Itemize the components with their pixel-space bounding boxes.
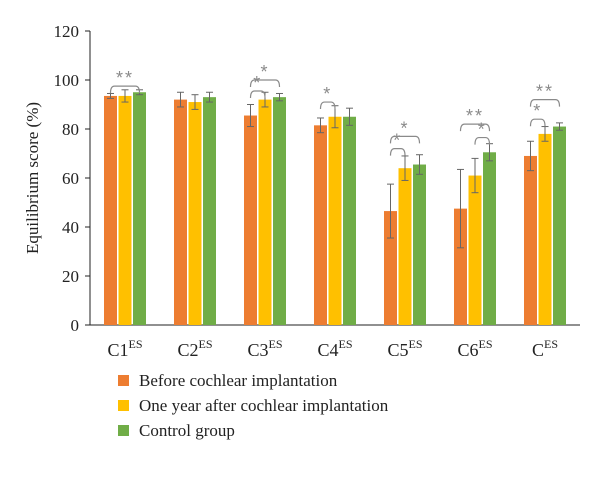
bar (133, 92, 146, 325)
bar (398, 168, 412, 325)
y-tick-label: 0 (71, 316, 80, 335)
bar (244, 115, 257, 326)
legend-label-before: Before cochlear implantation (139, 370, 338, 390)
legend-item-one-year: One year after cochlear implantation (118, 393, 388, 418)
y-tick-label: 80 (62, 120, 79, 139)
x-tick-label: C6ES (457, 337, 492, 360)
significance-label: * (253, 73, 262, 93)
x-tick-label: C5ES (387, 337, 422, 360)
bar (188, 102, 202, 325)
bar (553, 126, 566, 325)
x-tick-label: C3ES (247, 337, 282, 360)
bar (468, 175, 482, 325)
bar (413, 164, 426, 325)
significance-bracket (249, 90, 266, 99)
legend: Before cochlear implantation One year af… (118, 368, 388, 443)
bar (258, 99, 272, 325)
legend-label-control: Control group (139, 420, 235, 440)
bar-chart: 0 20 40 60 80 100 120 Equilibrium score (%) C1ES… (23, 22, 580, 360)
bar (328, 116, 342, 325)
significance-label: * (323, 84, 332, 104)
y-tick-label: 100 (54, 71, 80, 90)
bar (524, 155, 537, 325)
legend-swatch-before (118, 375, 129, 386)
significance-label: ** (466, 106, 484, 126)
significance-bracket (529, 99, 561, 107)
bar (384, 211, 397, 325)
bar (454, 208, 467, 325)
bar (203, 97, 216, 326)
legend-swatch-control (118, 425, 129, 436)
significance-bracket (389, 135, 421, 144)
significance-label: * (533, 101, 542, 121)
significance-bracket (474, 136, 491, 145)
significance-label: * (393, 131, 402, 151)
bar (483, 152, 496, 325)
significance-label: * (260, 62, 269, 82)
bar (174, 99, 187, 325)
legend-item-control: Control group (118, 418, 388, 443)
bar (314, 125, 327, 325)
y-tick-label: 40 (62, 218, 79, 237)
x-tick-label: C4ES (317, 337, 352, 360)
significance-label: ** (116, 68, 134, 88)
legend-label-one-year: One year after cochlear implantation (139, 395, 389, 415)
significance-label: * (400, 118, 409, 138)
significance-bracket (459, 123, 491, 132)
legend-item-before: Before cochlear implantation (118, 368, 388, 393)
significance-label: ** (536, 82, 554, 102)
significance-bracket (529, 118, 546, 127)
significance-bracket (249, 79, 281, 88)
significance-bracket (109, 85, 141, 94)
bar (343, 116, 356, 325)
bar (273, 97, 286, 326)
bar (538, 133, 552, 325)
significance-bracket (389, 148, 406, 156)
y-tick-label: 120 (54, 22, 80, 41)
significance-label: * (478, 120, 487, 140)
x-tick-label: C1ES (107, 337, 142, 360)
legend-swatch-one-year (118, 400, 129, 411)
bar (118, 95, 132, 325)
y-tick-label: 60 (62, 169, 79, 188)
y-axis-title: Equilibrium score (%) (23, 102, 42, 254)
significance-bracket (319, 101, 336, 110)
y-tick-label: 20 (62, 267, 79, 286)
x-tick-label: C2ES (177, 337, 212, 360)
x-tick-label: CES (532, 337, 558, 360)
bar (104, 95, 117, 325)
